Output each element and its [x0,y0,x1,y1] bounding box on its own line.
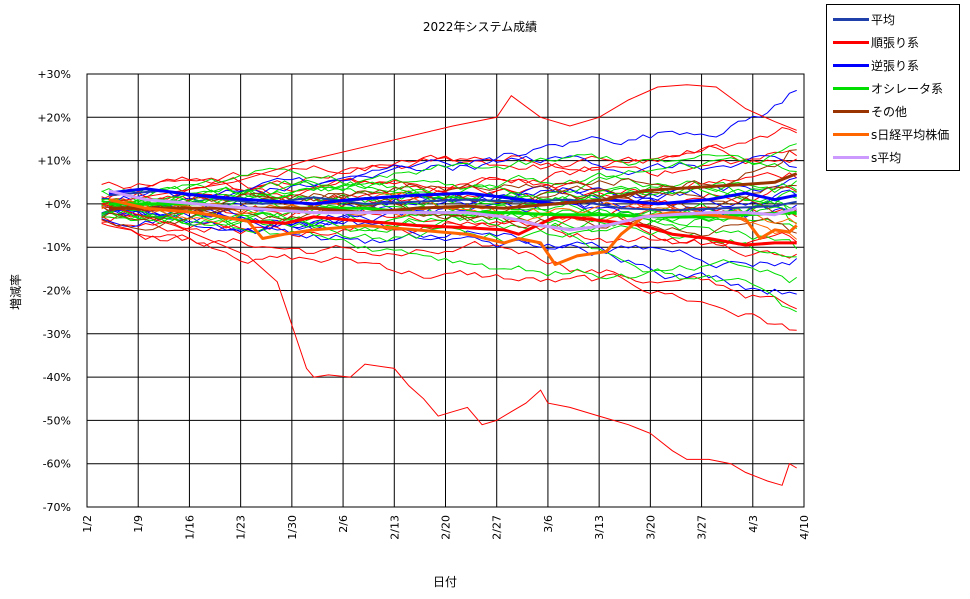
y-tick-label: +0% [44,198,71,211]
legend-item: s日経平均株価 [833,124,949,144]
series-line-6 [108,189,798,232]
system-line [101,197,798,269]
x-tick-label: 1/30 [286,515,299,540]
legend-swatch [833,86,869,90]
legend-swatch [833,63,869,67]
legend-swatch [833,17,869,21]
legend-label: 平均 [871,12,896,27]
legend-label: その他 [871,104,908,119]
x-tick-label: 1/16 [183,515,196,540]
x-tick-label: 2/27 [491,515,504,540]
series-line-2 [108,187,797,206]
y-tick-label: -10% [43,241,71,254]
x-tick-label: 3/20 [644,515,657,540]
legend-item: s平均 [833,147,901,167]
system-line [101,84,797,205]
system-line [101,192,797,230]
legend-item: オシレータ系 [833,78,943,98]
legend-swatch [833,155,869,159]
legend-label: 逆張り系 [871,58,920,73]
y-tick-label: -20% [43,285,71,298]
legend-label: s日経平均株価 [871,127,950,142]
legend-swatch [833,109,869,113]
y-tick-label: -60% [43,458,71,471]
series-line-1 [108,206,797,247]
chart-title: 2022年システム成績 [423,20,537,34]
legend-label: s平均 [871,150,902,165]
legend-item: その他 [833,101,907,121]
system-line [101,145,797,223]
system-line [101,201,797,237]
series-lines [108,172,798,266]
series-line-5 [108,198,798,266]
y-tick-label: +20% [37,111,71,124]
y-tick-label: +30% [37,68,71,81]
y-tick-label: -70% [43,501,71,514]
y-tick-label: -30% [43,328,71,341]
system-line [101,153,797,209]
y-tick-label: +10% [37,155,71,168]
legend-swatch [833,132,869,136]
x-tick-label: 3/6 [542,515,555,533]
x-tick-label: 1/23 [235,515,248,540]
system-line [101,177,798,247]
x-tick-label: 2/20 [440,515,453,540]
x-tick-label: 1/2 [81,515,94,533]
x-tick-label: 4/3 [747,515,760,533]
x-tick-labels: 1/2 1/9 1/16 1/23 1/30 2/6 2/13 2/20 2/27 3/6 3/13… [81,515,811,540]
system-line [101,203,797,486]
x-axis-title: 日付 [433,575,457,589]
y-axis-title: 増減率 [8,274,23,310]
system-line [101,222,797,310]
x-tick-label: 2/13 [388,515,401,540]
system-line [101,215,797,331]
x-tick-label: 1/9 [132,515,145,533]
series-line-0 [108,189,797,212]
legend-item: 逆張り系 [833,55,919,75]
system-line [101,206,797,295]
legend-swatch [833,40,869,44]
grid-lines [86,73,805,508]
legend-label: 順張り系 [871,35,920,50]
system-line [101,185,797,220]
x-tick-label: 3/13 [593,515,606,540]
legend-item: 順張り系 [833,32,919,52]
y-tick-label: -50% [43,414,71,427]
legend-label: オシレータ系 [871,81,944,96]
y-tick-label: -40% [43,371,71,384]
x-tick-label: 2/6 [337,515,350,533]
x-tick-label: 4/10 [798,515,811,540]
legend-item: 平均 [833,9,895,29]
x-tick-label: 3/27 [696,515,709,540]
legend: 平均順張り系逆張り系オシレータ系 その他 s日経平均株価 s平均 [826,4,960,171]
y-tick-labels: +30% +20% +10% +0% -10% -20% -30% -40% -50% -60% -… [37,68,71,514]
